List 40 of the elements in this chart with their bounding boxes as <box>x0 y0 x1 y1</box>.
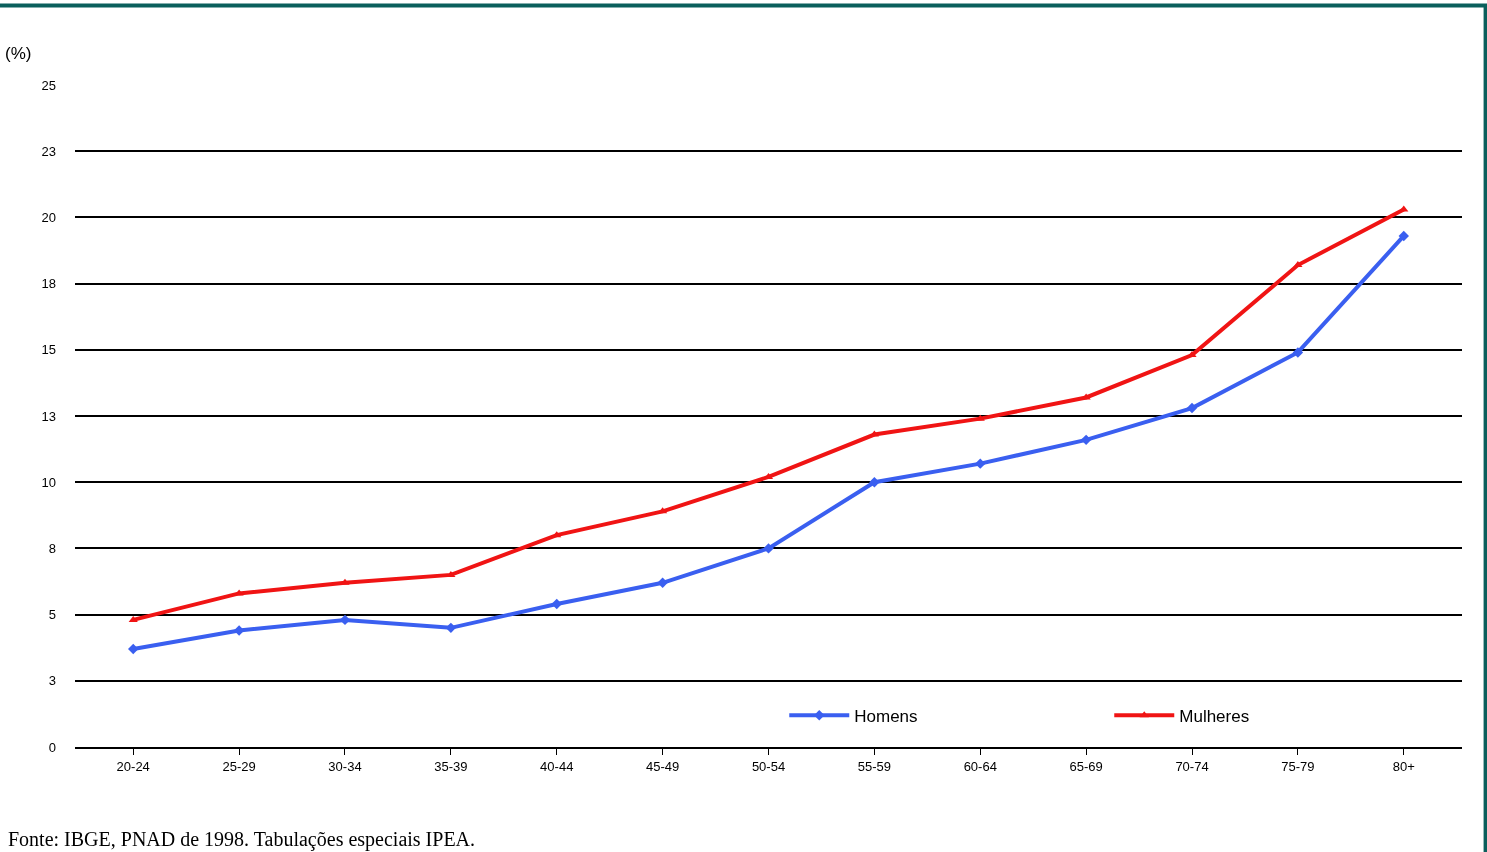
y-tick-label: 25 <box>41 77 56 93</box>
x-tick-label: 75-79 <box>1281 758 1315 774</box>
legend-label: Homens <box>854 706 918 726</box>
source-note: Fonte: IBGE, PNAD de 1998. Tabulações especiais IPEA. <box>8 828 476 851</box>
y-axis-title: (%) <box>5 44 32 63</box>
y-tick-label: 10 <box>41 474 56 490</box>
point <box>128 615 138 622</box>
legend-label: Mulheres <box>1179 706 1250 726</box>
x-tick-label: 25-29 <box>222 758 256 774</box>
x-tick-label: 35-39 <box>434 758 468 774</box>
point <box>975 458 986 469</box>
point <box>128 643 139 655</box>
y-tick-label: 13 <box>41 408 56 424</box>
y-tick-label: 8 <box>48 540 56 556</box>
x-tick-label: 60-64 <box>963 758 997 774</box>
y-tick-label: 20 <box>41 209 56 225</box>
x-tick-label: 45-49 <box>645 758 680 774</box>
y-tick-label: 15 <box>41 342 56 358</box>
x-tick-label: 65-69 <box>1069 758 1103 774</box>
point <box>1292 347 1304 358</box>
y-tick-label: 3 <box>48 673 56 689</box>
point <box>869 477 880 488</box>
point <box>763 543 774 554</box>
point <box>1186 402 1198 414</box>
y-tick-label: 0 <box>48 739 56 755</box>
x-tick-label: 55-59 <box>857 758 892 774</box>
x-tick-label: 20-24 <box>116 758 150 774</box>
x-tick-label: 40-44 <box>540 758 574 774</box>
y-tick-label: 23 <box>41 143 56 159</box>
point <box>1293 261 1303 268</box>
x-tick-label: 70-74 <box>1175 758 1209 774</box>
point <box>1080 434 1092 446</box>
x-tick-label: 30-34 <box>328 758 362 774</box>
point <box>551 598 562 610</box>
y-tick-label: 5 <box>48 607 56 623</box>
point <box>1398 230 1409 242</box>
point <box>657 577 668 589</box>
y-tick-label: 18 <box>41 276 56 292</box>
x-tick-label: 80+ <box>1392 758 1415 774</box>
x-tick-label: 50-54 <box>751 758 786 774</box>
